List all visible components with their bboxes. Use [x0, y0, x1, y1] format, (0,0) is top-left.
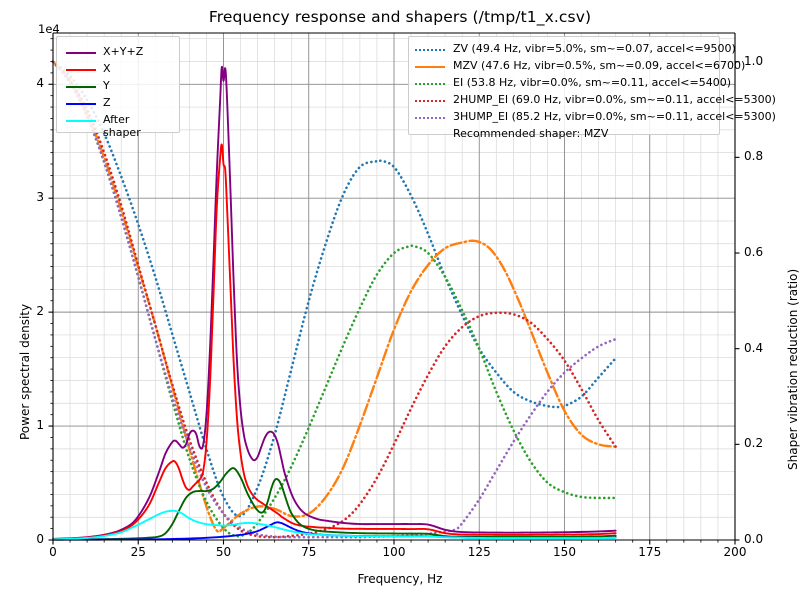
legend-swatch-y	[66, 86, 96, 88]
y-left-tick-3: 3	[36, 190, 44, 205]
page-title: Frequency response and shapers (/tmp/t1_…	[208, 8, 592, 26]
y-left-tick-4: 4	[36, 76, 44, 91]
y-left-tick-1: 1	[36, 418, 44, 433]
x-tick-7: 175	[638, 545, 662, 559]
shaper-legend-label[interactable]: ZV (49.4 Hz, vibr=5.0%, sm~=0.07, accel<…	[453, 42, 736, 55]
x-tick-4: 100	[382, 545, 406, 559]
legend-label[interactable]: X	[103, 62, 111, 75]
shaper-legend: ZV (49.4 Hz, vibr=5.0%, sm~=0.07, accel<…	[408, 36, 776, 140]
legend-label-cont[interactable]: shaper	[103, 126, 141, 139]
y-left-tick-0: 0	[36, 532, 44, 546]
legend-swatch-after	[66, 120, 96, 122]
legend-swatch-2hump_ei	[415, 99, 445, 102]
y-right-tick-3: 0.6	[744, 245, 764, 260]
y-right-tick-4: 0.8	[744, 149, 764, 164]
legend-swatch-x	[66, 69, 96, 71]
shaper-legend-label[interactable]: MZV (47.6 Hz, vibr=0.5%, sm~=0.09, accel…	[453, 59, 746, 72]
y-right-tick-1: 0.2	[744, 436, 764, 451]
x-tick-0: 0	[49, 545, 57, 559]
legend-swatch-mzv	[415, 65, 445, 68]
y-left-tick-2: 2	[36, 304, 44, 319]
x-tick-8: 200	[723, 545, 747, 559]
x-tick-3: 75	[301, 545, 317, 559]
legend-label[interactable]: After	[103, 113, 130, 126]
legend-swatch-z	[66, 103, 96, 105]
y-right-tick-2: 0.4	[744, 340, 764, 355]
legend-swatch-3hump_ei	[415, 116, 445, 119]
shaper-legend-label[interactable]: 3HUMP_EI (85.2 Hz, vibr=0.0%, sm~=0.11, …	[453, 110, 776, 123]
y-right-tick-5: 1.0	[744, 53, 764, 68]
y-right-tick-0: 0.0	[744, 532, 764, 546]
x-tick-1: 25	[130, 545, 146, 559]
legend-label[interactable]: Z	[103, 96, 111, 109]
legend-label[interactable]: Y	[103, 79, 110, 92]
psd-legend: X+Y+Z X Y Z After shaper	[56, 36, 180, 139]
x-axis-label: Frequency, Hz	[357, 572, 443, 586]
legend-swatch-x-y-z	[66, 52, 96, 54]
x-tick-5: 125	[467, 545, 491, 559]
shaper-legend-label[interactable]: EI (53.8 Hz, vibr=0.0%, sm~=0.11, accel<…	[453, 76, 731, 89]
legend-label[interactable]: X+Y+Z	[103, 45, 144, 58]
legend-swatch-ei	[415, 82, 445, 85]
x-tick-2: 50	[215, 545, 232, 559]
shaper-legend-label[interactable]: 2HUMP_EI (69.0 Hz, vibr=0.0%, sm~=0.11, …	[453, 93, 776, 106]
recommended-shaper-text: Recommended shaper: MZV	[453, 127, 609, 140]
legend-swatch-zv	[415, 48, 445, 51]
x-tick-6: 150	[553, 545, 576, 559]
